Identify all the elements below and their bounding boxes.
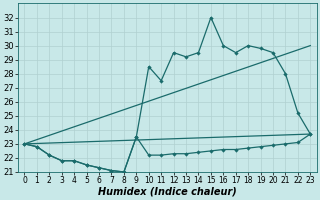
X-axis label: Humidex (Indice chaleur): Humidex (Indice chaleur) <box>98 187 237 197</box>
